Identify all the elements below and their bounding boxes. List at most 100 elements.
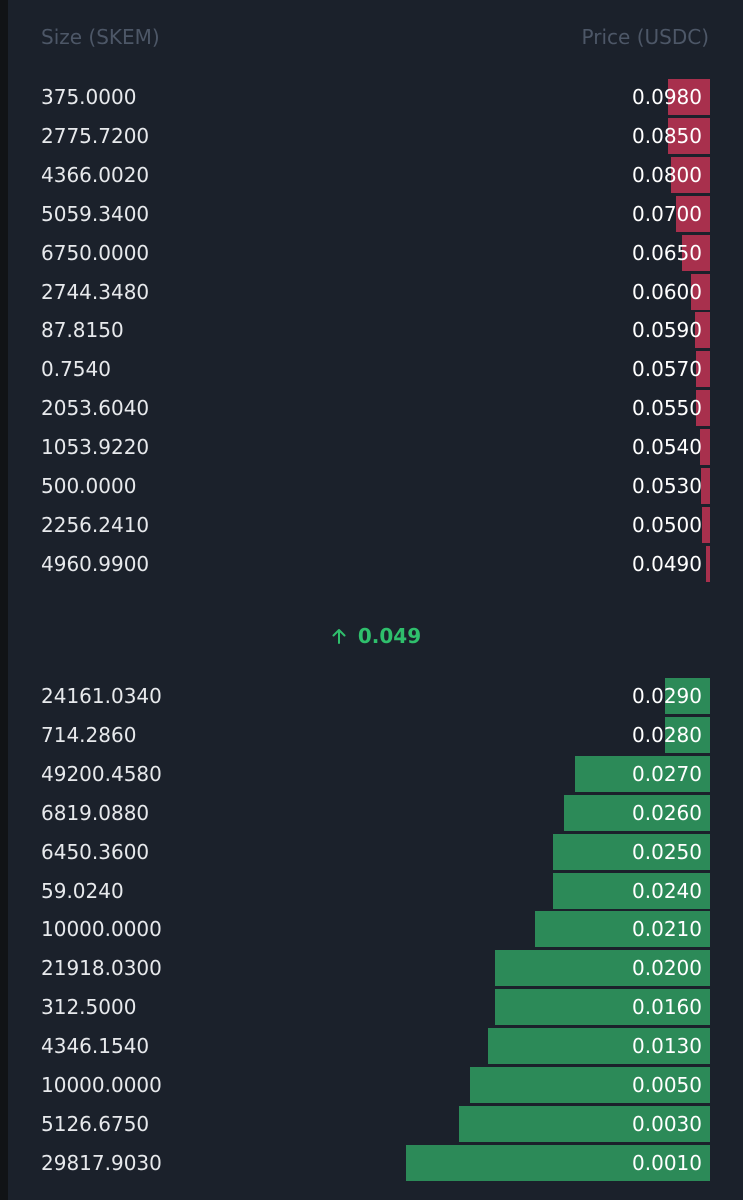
- ask-price: 0.0570: [632, 357, 702, 382]
- bid-depth-bar: [564, 794, 710, 831]
- ask-row[interactable]: 87.8150 0.0590: [8, 311, 743, 349]
- order-book-header: Size (SKEM) Price (USDC): [8, 0, 743, 76]
- bid-depth-bar: [553, 872, 710, 909]
- ask-row[interactable]: 2775.7200 0.0850: [8, 117, 743, 155]
- ask-size: 2053.6040: [41, 396, 150, 421]
- ask-depth-bar: [682, 234, 710, 271]
- bid-size: 49200.4580: [41, 761, 162, 786]
- ask-row[interactable]: 375.0000 0.0980: [8, 78, 743, 116]
- bid-size: 10000.0000: [41, 1073, 162, 1097]
- ask-row[interactable]: 500.0000 0.0530: [8, 467, 743, 505]
- ask-depth-bar: [668, 117, 710, 154]
- ask-row[interactable]: 2053.6040 0.0550: [8, 389, 743, 427]
- ask-depth-bar: [691, 273, 710, 310]
- bid-row[interactable]: 10000.0000 0.0210: [8, 910, 743, 948]
- bid-depth-bar: [470, 1067, 710, 1103]
- ask-price: 0.0590: [632, 318, 702, 343]
- ask-row[interactable]: 0.7540 0.0570: [8, 350, 743, 388]
- ask-row[interactable]: 4366.0020 0.0800: [8, 156, 743, 194]
- bid-size: 714.2860: [41, 722, 137, 747]
- bid-price: 0.0270: [632, 761, 702, 786]
- bid-size: 6450.3600: [41, 839, 150, 864]
- order-book-panel: Size (SKEM) Price (USDC) 375.0000 0.0980 2…: [8, 0, 743, 1200]
- bid-price: 0.0030: [632, 1111, 702, 1136]
- ask-size: 2256.2410: [41, 512, 150, 537]
- ask-size: 2744.3480: [41, 279, 150, 304]
- ask-row[interactable]: 6750.0000 0.0650: [8, 234, 743, 272]
- bid-row[interactable]: 10000.0000 0.0050: [8, 1066, 743, 1104]
- bid-size: 4346.1540: [41, 1034, 150, 1059]
- bid-depth-bar: [535, 911, 710, 948]
- ask-row[interactable]: 1053.9220 0.0540: [8, 428, 743, 466]
- bid-price: 0.0200: [632, 956, 702, 981]
- ask-depth-bar: [701, 468, 710, 504]
- bid-row[interactable]: 6819.0880 0.0260: [8, 794, 743, 832]
- bid-row[interactable]: 29817.9030 0.0010: [8, 1144, 743, 1182]
- ask-depth-bar: [695, 312, 710, 349]
- ask-row[interactable]: 4960.9900 0.0490: [8, 545, 743, 583]
- bid-depth-bar: [495, 950, 710, 987]
- bid-row[interactable]: 312.5000 0.0160: [8, 988, 743, 1026]
- bid-size: 21918.0300: [41, 956, 162, 981]
- bid-depth-bar: [553, 833, 710, 870]
- bid-size: 24161.0340: [41, 684, 162, 708]
- ask-price: 0.0850: [632, 123, 702, 148]
- bid-size: 59.0240: [41, 878, 124, 903]
- ask-depth-bar: [700, 429, 710, 466]
- bid-price: 0.0210: [632, 917, 702, 942]
- ask-price: 0.0650: [632, 240, 702, 265]
- ask-price: 0.0600: [632, 279, 702, 304]
- bid-row[interactable]: 4346.1540 0.0130: [8, 1027, 743, 1065]
- bid-price: 0.0240: [632, 878, 702, 903]
- ask-size: 0.7540: [41, 357, 111, 382]
- bid-row[interactable]: 59.0240 0.0240: [8, 872, 743, 910]
- last-price: 0.049: [8, 616, 743, 656]
- ask-row[interactable]: 2256.2410 0.0500: [8, 506, 743, 544]
- bid-row[interactable]: 5126.6750 0.0030: [8, 1105, 743, 1143]
- ask-size: 6750.0000: [41, 240, 150, 265]
- ask-row[interactable]: 5059.3400 0.0700: [8, 195, 743, 233]
- ask-size: 87.8150: [41, 318, 124, 343]
- bid-price: 0.0160: [632, 995, 702, 1020]
- ask-price: 0.0500: [632, 512, 702, 537]
- ask-size: 1053.9220: [41, 435, 150, 460]
- bid-depth-bar: [406, 1144, 710, 1181]
- bid-depth-bar: [459, 1105, 710, 1142]
- ask-size: 4960.9900: [41, 551, 150, 576]
- bid-row[interactable]: 24161.0340 0.0290: [8, 677, 743, 715]
- ask-row[interactable]: 2744.3480 0.0600: [8, 273, 743, 311]
- ask-size: 2775.7200: [41, 123, 150, 148]
- bid-row[interactable]: 6450.3600 0.0250: [8, 833, 743, 871]
- ask-size: 375.0000: [41, 85, 137, 109]
- bid-price: 0.0010: [632, 1150, 702, 1175]
- bid-price: 0.0130: [632, 1034, 702, 1059]
- ask-price: 0.0980: [632, 85, 702, 109]
- arrow-up-icon: [330, 627, 348, 645]
- last-price-value: 0.049: [357, 624, 422, 648]
- ask-size: 4366.0020: [41, 162, 150, 187]
- bid-size: 10000.0000: [41, 917, 162, 942]
- ask-depth-bar: [676, 195, 710, 232]
- bid-depth-bar: [665, 716, 710, 753]
- ask-depth-bar: [696, 390, 710, 427]
- ask-depth-bar: [671, 156, 710, 193]
- bid-size: 6819.0880: [41, 800, 150, 825]
- bid-price: 0.0050: [632, 1073, 702, 1097]
- bid-row[interactable]: 714.2860 0.0280: [8, 716, 743, 754]
- bid-price: 0.0280: [632, 722, 702, 747]
- ask-price: 0.0800: [632, 162, 702, 187]
- ask-depth-bar: [668, 79, 710, 115]
- price-column-header: Price (USDC): [581, 25, 709, 49]
- bid-price: 0.0250: [632, 839, 702, 864]
- ask-price: 0.0530: [632, 474, 702, 498]
- bid-row[interactable]: 49200.4580 0.0270: [8, 755, 743, 793]
- bid-price: 0.0290: [632, 684, 702, 708]
- ask-depth-bar: [706, 545, 710, 582]
- ask-price: 0.0540: [632, 435, 702, 460]
- bid-size: 29817.9030: [41, 1150, 162, 1175]
- ask-price: 0.0490: [632, 551, 702, 576]
- bid-row[interactable]: 21918.0300 0.0200: [8, 949, 743, 987]
- bid-depth-bar: [575, 755, 710, 792]
- bid-depth-bar: [488, 1028, 710, 1065]
- bid-depth-bar: [665, 678, 710, 714]
